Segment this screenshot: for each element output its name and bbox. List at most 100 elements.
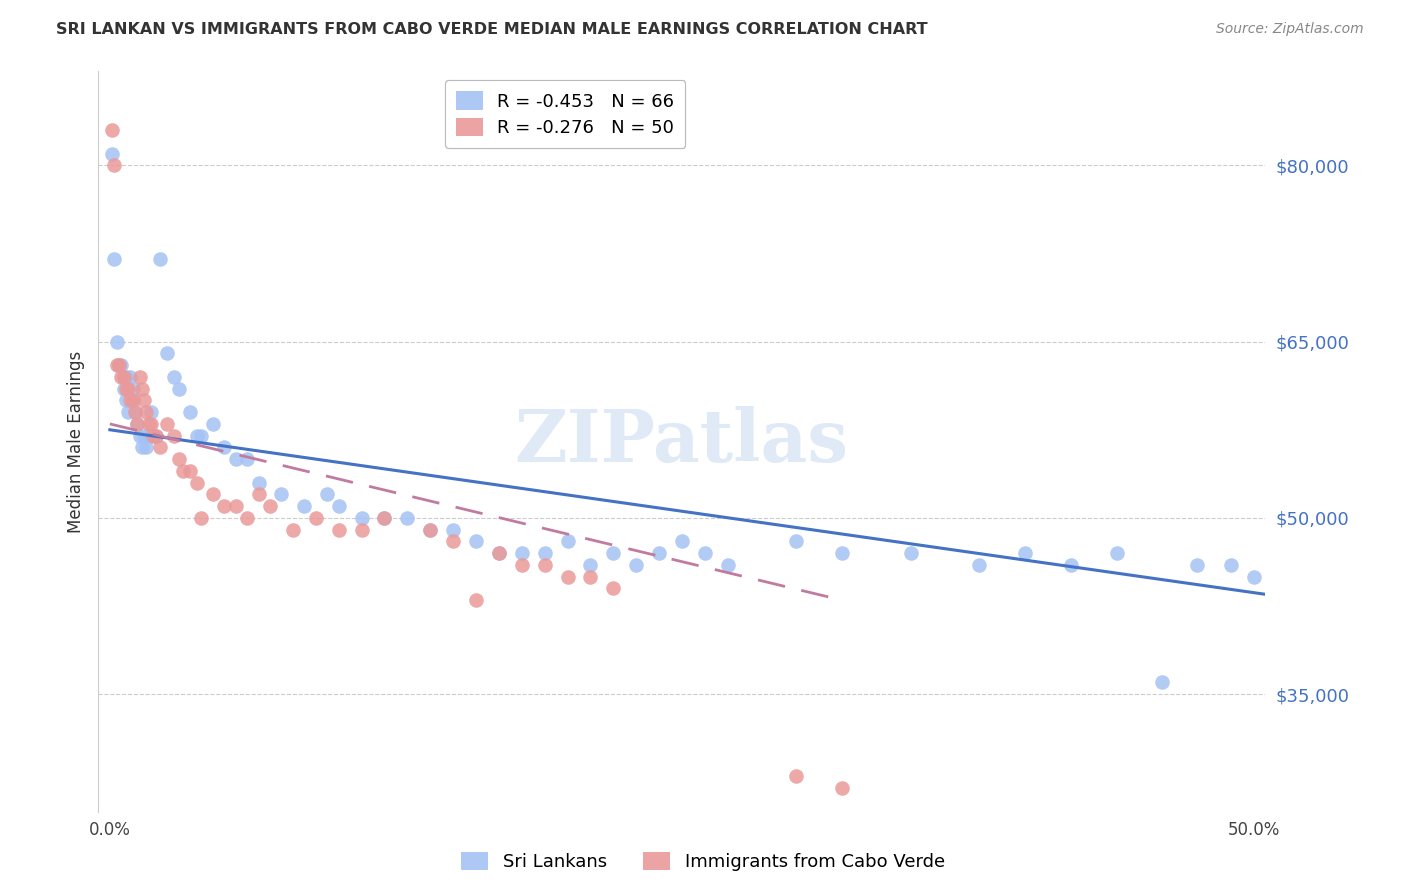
Point	[292, 499, 315, 513]
Point	[149, 441, 172, 455]
Point	[138, 428, 160, 442]
Point	[236, 511, 259, 525]
Point	[112, 370, 135, 384]
Point	[131, 382, 153, 396]
Point	[465, 534, 488, 549]
Point	[108, 358, 131, 372]
Point	[419, 523, 441, 537]
Point	[156, 346, 179, 360]
Point	[328, 499, 350, 513]
Legend: Sri Lankans, Immigrants from Cabo Verde: Sri Lankans, Immigrants from Cabo Verde	[454, 845, 952, 879]
Point	[557, 534, 579, 549]
Point	[671, 534, 693, 549]
Point	[579, 558, 602, 572]
Point	[225, 499, 247, 513]
Point	[156, 417, 179, 431]
Text: Source: ZipAtlas.com: Source: ZipAtlas.com	[1216, 22, 1364, 37]
Point	[247, 475, 270, 490]
Point	[186, 475, 208, 490]
Point	[121, 393, 143, 408]
Point	[373, 511, 395, 525]
Point	[1185, 558, 1208, 572]
Point	[1060, 558, 1083, 572]
Text: SRI LANKAN VS IMMIGRANTS FROM CABO VERDE MEDIAN MALE EARNINGS CORRELATION CHART: SRI LANKAN VS IMMIGRANTS FROM CABO VERDE…	[56, 22, 928, 37]
Point	[131, 441, 153, 455]
Point	[201, 417, 224, 431]
Point	[510, 546, 533, 560]
Point	[201, 487, 224, 501]
Point	[105, 358, 128, 372]
Point	[112, 370, 135, 384]
Point	[1243, 570, 1265, 584]
Legend: R = -0.453   N = 66, R = -0.276   N = 50: R = -0.453 N = 66, R = -0.276 N = 50	[446, 80, 685, 148]
Point	[350, 511, 373, 525]
Point	[139, 417, 162, 431]
Point	[139, 405, 162, 419]
Point	[602, 582, 624, 596]
Point	[441, 523, 464, 537]
Point	[214, 441, 236, 455]
Point	[1014, 546, 1036, 560]
Point	[717, 558, 740, 572]
Point	[121, 393, 143, 408]
Point	[190, 428, 212, 442]
Point	[579, 570, 602, 584]
Point	[1220, 558, 1243, 572]
Point	[602, 546, 624, 560]
Point	[103, 158, 125, 172]
Point	[557, 570, 579, 584]
Point	[117, 405, 139, 419]
Point	[120, 370, 142, 384]
Point	[115, 393, 138, 408]
Point	[134, 393, 156, 408]
Point	[225, 452, 247, 467]
Point	[831, 781, 853, 796]
Point	[108, 358, 131, 372]
Point	[1152, 675, 1174, 690]
Point	[112, 382, 135, 396]
Point	[145, 428, 167, 442]
Point	[270, 487, 292, 501]
Point	[128, 428, 150, 442]
Point	[236, 452, 259, 467]
Point	[121, 382, 143, 396]
Point	[179, 405, 201, 419]
Point	[135, 441, 157, 455]
Point	[419, 523, 441, 537]
Point	[163, 370, 186, 384]
Point	[328, 523, 350, 537]
Point	[441, 534, 464, 549]
Point	[142, 428, 165, 442]
Point	[167, 452, 190, 467]
Point	[134, 428, 156, 442]
Point	[186, 428, 208, 442]
Point	[167, 382, 190, 396]
Point	[305, 511, 328, 525]
Point	[247, 487, 270, 501]
Point	[179, 464, 201, 478]
Point	[110, 358, 132, 372]
Text: ZIPatlas: ZIPatlas	[515, 406, 849, 477]
Point	[105, 334, 128, 349]
Point	[127, 417, 149, 431]
Point	[396, 511, 419, 525]
Point	[350, 523, 373, 537]
Point	[172, 464, 194, 478]
Point	[693, 546, 716, 560]
Point	[316, 487, 339, 501]
Y-axis label: Median Male Earnings: Median Male Earnings	[66, 351, 84, 533]
Point	[117, 382, 139, 396]
Point	[488, 546, 510, 560]
Point	[110, 370, 132, 384]
Point	[465, 593, 488, 607]
Point	[281, 523, 304, 537]
Point	[1105, 546, 1128, 560]
Point	[214, 499, 236, 513]
Point	[103, 252, 125, 267]
Point	[138, 417, 160, 431]
Point	[101, 123, 124, 137]
Point	[190, 511, 212, 525]
Point	[259, 499, 281, 513]
Point	[149, 252, 172, 267]
Point	[115, 370, 138, 384]
